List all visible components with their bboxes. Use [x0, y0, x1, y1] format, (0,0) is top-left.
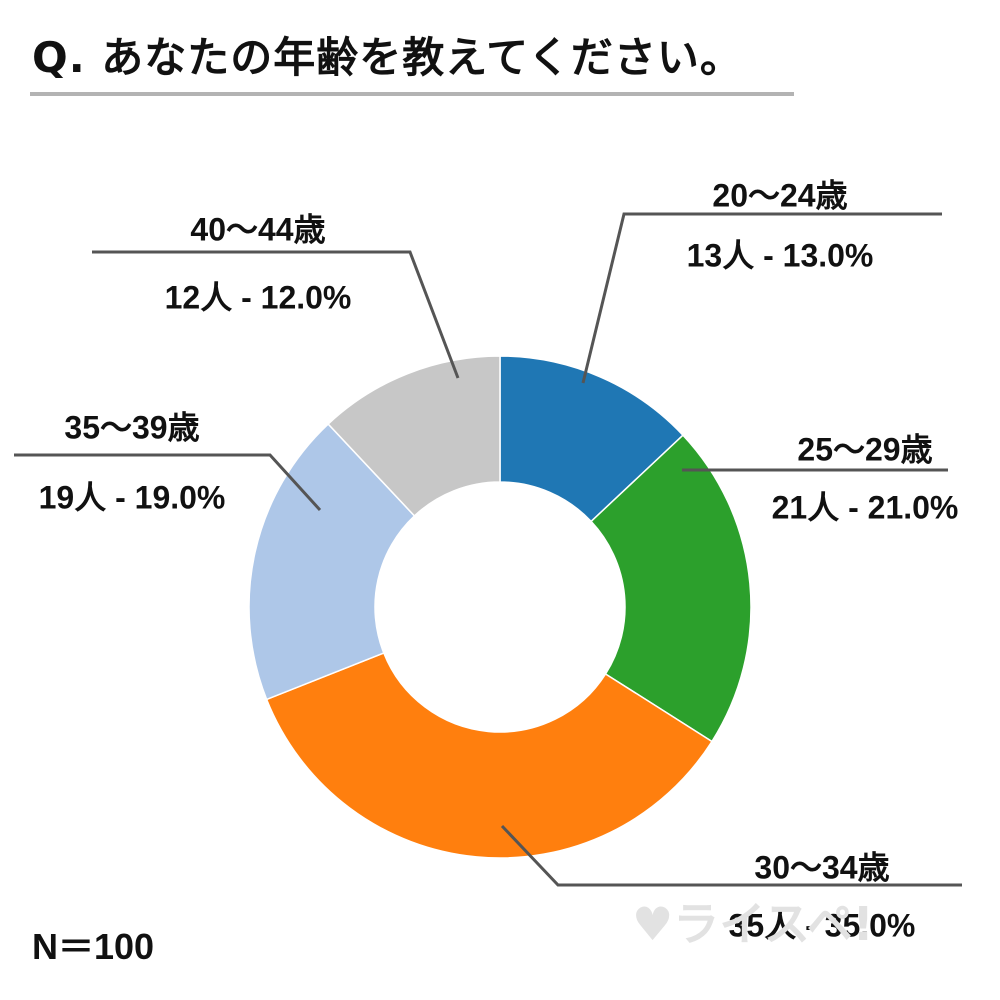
slice-value-label: 21人 - 21.0% — [772, 489, 959, 525]
title-underline — [30, 92, 794, 96]
slice-value-label: 13人 - 13.0% — [687, 237, 874, 273]
slice-category-label: 25〜29歳 — [797, 431, 932, 467]
donut-slice — [327, 355, 501, 517]
leader-line — [581, 212, 942, 384]
leader-line — [14, 453, 322, 512]
slice-value-label: 12人 - 12.0% — [165, 279, 352, 315]
donut-slice — [265, 652, 713, 859]
slice-category-label: 35〜39歳 — [64, 409, 199, 445]
chart-title: Q. あなたの年齢を教えてください。 — [32, 33, 743, 82]
watermark-logo: ♥ライスペ! — [632, 897, 874, 951]
donut-slice — [590, 434, 752, 743]
slice-value-label: 35人 - 35.0% — [729, 907, 916, 943]
donut-slice — [248, 422, 416, 701]
donut-slice — [499, 355, 685, 523]
slice-category-label: 20〜24歳 — [712, 177, 847, 213]
sample-size-label: N＝100 — [32, 926, 155, 967]
slice-category-label: 30〜34歳 — [754, 849, 889, 885]
leader-line — [92, 250, 460, 379]
leader-line — [500, 824, 962, 887]
slice-category-label: 40〜44歳 — [190, 211, 325, 247]
slice-value-label: 19人 - 19.0% — [39, 479, 226, 515]
